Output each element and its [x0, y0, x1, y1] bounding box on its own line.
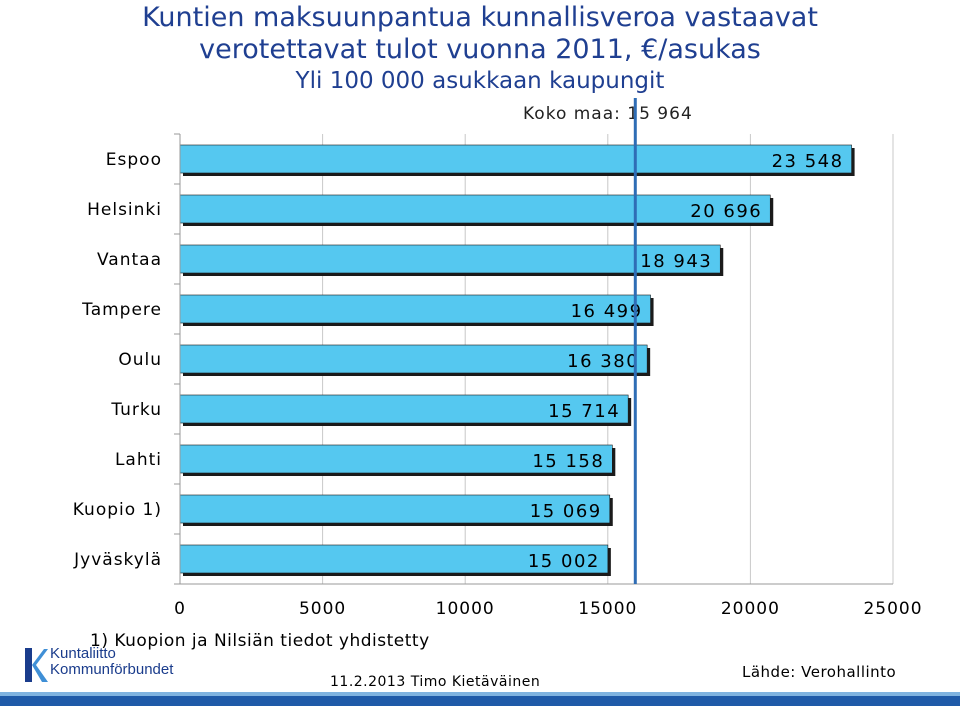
value-label: 16 499 — [571, 301, 643, 322]
bar — [179, 444, 613, 474]
logo-text-line-1: Kuntaliitto — [50, 645, 116, 662]
bar — [179, 244, 721, 274]
category-label: Kuopio 1) — [73, 500, 162, 520]
value-label: 16 380 — [567, 351, 639, 372]
bar — [179, 394, 629, 424]
bar — [179, 194, 771, 224]
logo-text-line-2: Kommunförbundet — [50, 661, 174, 678]
x-tick-label: 5000 — [299, 599, 346, 619]
value-label: 15 069 — [530, 501, 602, 522]
category-label: Vantaa — [97, 250, 162, 270]
category-label: Helsinki — [87, 200, 162, 220]
bar — [179, 144, 852, 174]
source-label: Lähde: Verohallinto — [742, 663, 897, 681]
bar-chart: 23 548 20 696 18 943 16 499 16 380 15 714 15 1… — [73, 98, 922, 619]
category-label: Espoo — [106, 150, 162, 170]
category-label: Jyväskylä — [73, 550, 162, 570]
x-tick-label: 10000 — [436, 599, 495, 619]
date-author: 11.2.2013 Timo Kietäväinen — [330, 674, 541, 690]
chart-subtitle: Yli 100 000 asukkaan kaupungit — [295, 68, 665, 94]
x-tick-label: 25000 — [863, 599, 922, 619]
footnote: 1) Kuopion ja Nilsiän tiedot yhdistetty — [90, 631, 430, 651]
category-label: Lahti — [115, 450, 162, 470]
x-tick-label: 0 — [174, 599, 186, 619]
logo-mark-icon — [25, 648, 48, 682]
bar — [179, 344, 648, 374]
footer-band — [0, 692, 960, 706]
reference-label: Koko maa: 15 964 — [523, 104, 693, 124]
value-label: 15 002 — [528, 551, 600, 572]
bar — [179, 294, 651, 324]
kuntaliitto-logo: Kuntaliitto Kommunförbundet — [22, 646, 192, 686]
value-label: 20 696 — [690, 201, 762, 222]
category-label: Tampere — [81, 300, 162, 320]
category-label: Turku — [110, 400, 162, 420]
x-tick-label: 15000 — [578, 599, 637, 619]
value-label: 15 714 — [548, 401, 620, 422]
chart-title-line-2: verotettavat tulot vuonna 2011, €/asukas — [199, 34, 761, 65]
value-label: 18 943 — [640, 251, 712, 272]
chart-title-line-1: Kuntien maksuunpantua kunnallisveroa vas… — [142, 2, 818, 33]
value-label: 23 548 — [772, 151, 844, 172]
bar — [179, 544, 609, 574]
x-tick-label: 20000 — [721, 599, 780, 619]
category-label: Oulu — [118, 350, 162, 370]
value-label: 15 158 — [532, 451, 604, 472]
